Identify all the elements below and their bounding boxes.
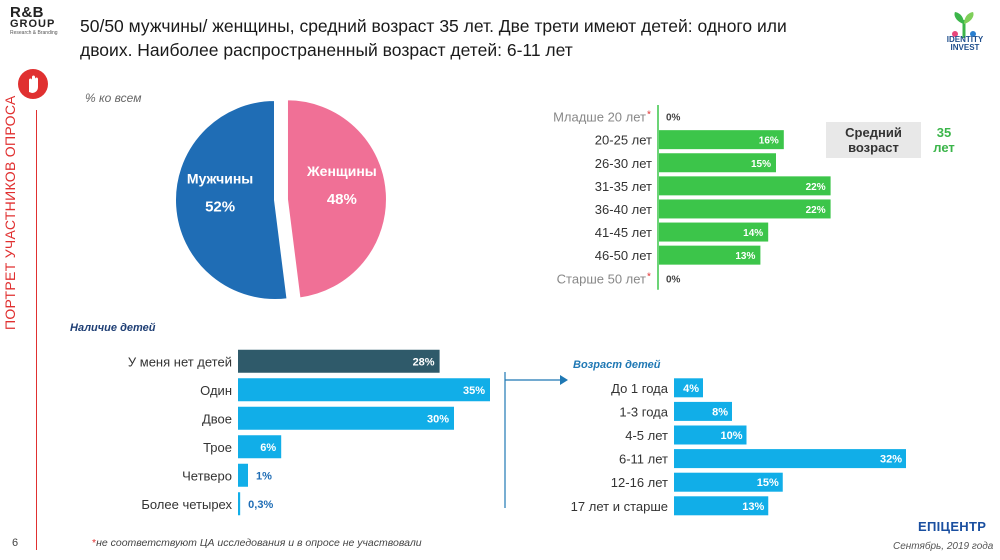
footer-date: Сентябрь, 2019 года <box>893 541 994 552</box>
sprout-icon <box>952 12 976 38</box>
age-bar <box>659 130 784 150</box>
average-age-label-line1: Средний <box>845 125 902 140</box>
kids-age-category-label: 1-3 года <box>619 404 668 419</box>
kids-age-value-label: 13% <box>742 501 764 513</box>
logo-line1: R&B <box>10 4 44 21</box>
children-category-label: Более четырех <box>141 497 232 512</box>
kids-age-category-label: 4-5 лет <box>625 428 668 443</box>
average-age-value-unit: лет <box>933 140 955 155</box>
footnote: *не соответствуют ЦА исследования и в оп… <box>92 537 422 549</box>
pie-slice-male <box>174 98 289 301</box>
children-category-label: У меня нет детей <box>128 354 232 369</box>
children-category-label: Четверо <box>182 468 232 483</box>
identity-invest-text: IDENTITY INVEST <box>939 36 991 52</box>
pie-value-label: 52% <box>205 198 235 215</box>
logo-right-line2: INVEST <box>950 43 980 52</box>
footnote-asterisk: * <box>92 537 97 549</box>
children-bar <box>238 378 490 402</box>
children-bar <box>238 406 454 430</box>
kids-age-category-label: До 1 года <box>611 381 669 396</box>
age-bar <box>659 245 761 265</box>
kids-age-value-label: 10% <box>720 430 742 442</box>
pie-slice-female <box>285 98 388 300</box>
age-value-label: 22% <box>806 205 826 216</box>
epicentr-logo: ЕПІЦЕНТР <box>918 519 987 534</box>
logo-right-line1: IDENTITY <box>946 35 984 44</box>
age-bar <box>659 176 831 196</box>
average-age-value: 35 лет <box>924 122 964 158</box>
children-value-label: 35% <box>463 385 485 397</box>
children-category-label: Двое <box>202 411 232 426</box>
age-value-label: 13% <box>735 251 755 262</box>
age-category-label: 31-35 лет <box>595 179 652 194</box>
average-age-label: Средний возраст <box>826 122 921 158</box>
logo-line3: Research & Branding <box>10 30 58 36</box>
page-title-line1: 50/50 мужчины/ женщины, средний возраст … <box>80 16 787 36</box>
kids-age-value-label: 8% <box>712 406 728 418</box>
children-value-label: 28% <box>413 356 435 368</box>
page-number: 6 <box>12 537 19 549</box>
children-bar <box>238 349 440 373</box>
age-category-label: 41-45 лет <box>595 225 652 240</box>
age-value-label: 0% <box>666 274 681 285</box>
children-value-label: 6% <box>260 442 276 454</box>
children-value-label: 1% <box>256 470 272 482</box>
children-category-label: Один <box>200 383 232 398</box>
age-bar <box>659 153 776 173</box>
age-value-label: 0% <box>666 113 681 124</box>
kids-age-bar <box>674 401 732 421</box>
age-asterisk: * <box>647 271 651 282</box>
age-value-label: 22% <box>806 182 826 193</box>
connector-arrowhead-icon <box>560 375 568 385</box>
pie-label: Женщины <box>306 163 377 179</box>
children-bar <box>238 463 248 487</box>
age-bar <box>659 222 769 242</box>
kids-age-category-label: 12-16 лет <box>611 475 668 490</box>
age-asterisk: * <box>647 110 651 121</box>
chart-subtitle: % ко всем <box>85 91 142 105</box>
average-age-label-line2: возраст <box>848 140 899 155</box>
age-category-label: 26-30 лет <box>595 156 652 171</box>
average-age-value-number: 35 <box>936 125 952 140</box>
children-bar <box>238 435 282 459</box>
kids-age-section-title: Возраст детей <box>573 359 661 371</box>
children-bar <box>238 492 241 516</box>
identity-invest-logo: IDENTITY INVEST <box>935 10 993 62</box>
kids-age-value-label: 4% <box>683 383 699 395</box>
age-value-label: 14% <box>743 228 763 239</box>
children-section-title: Наличие детей <box>70 322 156 334</box>
age-category-label: 20-25 лет <box>595 133 652 148</box>
children-category-label: Трое <box>203 440 232 455</box>
side-divider <box>36 110 37 550</box>
age-category-label: Младше 20 лет <box>553 110 646 125</box>
pie-value-label: 48% <box>327 191 357 208</box>
age-category-label: Старше 50 лет <box>557 271 646 286</box>
age-value-label: 16% <box>759 136 779 147</box>
rb-group-logo: R&B GROUP Research & Branding <box>10 4 70 36</box>
footnote-text: не соответствуют ЦА исследования и в опр… <box>96 537 422 549</box>
children-value-label: 30% <box>427 413 449 425</box>
age-bar <box>659 199 831 219</box>
age-category-label: 46-50 лет <box>595 248 652 263</box>
kids-age-category-label: 17 лет и старше <box>571 499 668 514</box>
logo-line2: GROUP <box>10 18 56 30</box>
age-value-label: 15% <box>751 159 771 170</box>
kids-age-bar <box>674 496 769 516</box>
kids-age-value-label: 32% <box>880 454 902 466</box>
hand-pointer-icon <box>18 69 48 99</box>
pie-label: Мужчины <box>187 170 253 186</box>
page-title-line2: двоих. Наиболее распространенный возраст… <box>80 40 573 60</box>
kids-age-value-label: 15% <box>757 477 779 489</box>
kids-age-bar <box>674 472 783 492</box>
children-value-label: 0,3% <box>248 499 273 511</box>
kids-age-bar <box>674 449 906 469</box>
kids-age-bar <box>674 378 703 398</box>
kids-age-bar <box>674 425 747 445</box>
page-title: 50/50 мужчины/ женщины, средний возраст … <box>80 14 900 62</box>
age-category-label: 36-40 лет <box>595 202 652 217</box>
kids-age-category-label: 6-11 лет <box>619 452 668 467</box>
